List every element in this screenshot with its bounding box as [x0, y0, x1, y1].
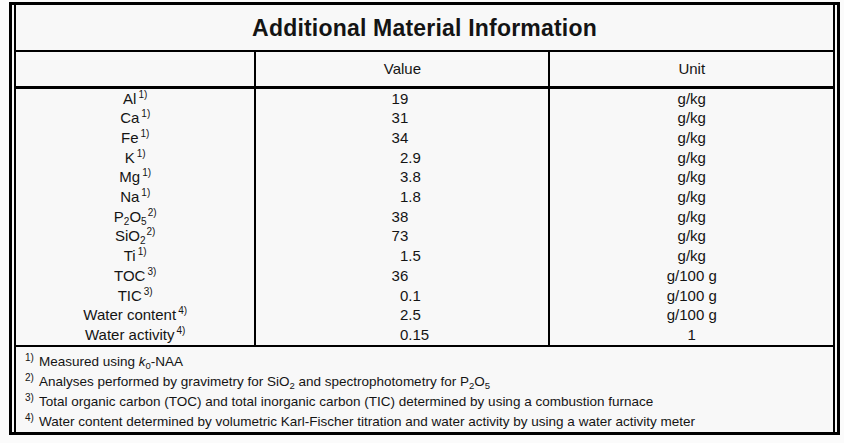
footnote-line: 2)Analyses performed by gravimetry for S…	[25, 372, 823, 392]
footnote-marker: 4)	[176, 325, 185, 336]
value-cell: 36	[255, 266, 549, 286]
table-row: K1)2.9g/kg	[16, 148, 833, 168]
parameter-cell: SiO22)	[16, 226, 255, 246]
footnote-marker: 1)	[137, 148, 146, 159]
parameter-cell: TOC3)	[16, 266, 255, 286]
header-parameter	[16, 52, 255, 87]
footnote-marker: 1)	[141, 187, 150, 198]
parameter-cell: K1)	[16, 148, 255, 168]
parameter-cell: Al1)	[16, 87, 255, 108]
value-cell: 1.5	[255, 246, 549, 266]
footnote-marker: 4)	[25, 412, 34, 423]
parameter-cell: Mg1)	[16, 167, 255, 187]
unit-cell: g/kg	[549, 187, 833, 207]
table-row: Ti1)1.5g/kg	[16, 246, 833, 266]
parameter-cell: Na1)	[16, 187, 255, 207]
footnote-line: 3)Total organic carbon (TOC) and total i…	[25, 392, 823, 412]
value-cell: 31	[255, 108, 549, 128]
value-cell: 0.15	[255, 325, 549, 346]
parameter-cell: Fe1)	[16, 128, 255, 148]
value-cell: 38	[255, 207, 549, 227]
value-cell: 34	[255, 128, 549, 148]
parameter-cell: Ti1)	[16, 246, 255, 266]
header-value: Value	[255, 52, 549, 87]
footnote-marker: 1)	[138, 89, 147, 100]
unit-cell: g/kg	[549, 246, 833, 266]
footnote-marker: 3)	[147, 266, 156, 277]
table-row: Mg1)3.8g/kg	[16, 167, 833, 187]
table-row: SiO22)73g/kg	[16, 226, 833, 246]
header-row: Value Unit	[16, 52, 833, 87]
footnote-marker: 1)	[141, 108, 150, 119]
footnote-marker: 2)	[25, 372, 34, 383]
table-row: Ca1)31g/kg	[16, 108, 833, 128]
unit-cell: g/100 g	[549, 286, 833, 306]
value-cell: 19	[255, 87, 549, 108]
parameter-cell: Water content4)	[16, 305, 255, 325]
value-cell: 0.1	[255, 286, 549, 306]
unit-cell: g/kg	[549, 128, 833, 148]
unit-cell: g/kg	[549, 207, 833, 227]
unit-cell: g/kg	[549, 148, 833, 168]
table-row: Water activity4)0.151	[16, 325, 833, 346]
value-cell: 1.8	[255, 187, 549, 207]
value-cell: 73	[255, 226, 549, 246]
parameter-cell: Water activity4)	[16, 325, 255, 346]
footnote-marker: 4)	[178, 305, 187, 316]
footnote-marker: 2)	[148, 207, 157, 218]
table-frame: Additional Material Information Value Un…	[9, 2, 840, 435]
footnote-marker: 1)	[138, 246, 147, 257]
table-row: Fe1)34g/kg	[16, 128, 833, 148]
footnote-marker: 1)	[142, 167, 151, 178]
unit-cell: g/100 g	[549, 305, 833, 325]
footnotes: 1)Measured using k0-NAA2)Analyses perfor…	[16, 347, 833, 432]
unit-cell: g/kg	[549, 226, 833, 246]
footnote-marker: 3)	[25, 392, 34, 403]
footnote-line: 1)Measured using k0-NAA	[25, 352, 823, 372]
unit-cell: g/kg	[549, 108, 833, 128]
value-cell: 3.8	[255, 167, 549, 187]
document-page: Additional Material Information Value Un…	[0, 0, 844, 443]
footnote-marker: 3)	[144, 286, 153, 297]
table-title: Additional Material Information	[16, 5, 833, 52]
footnote-marker: 1)	[140, 128, 149, 139]
header-unit: Unit	[549, 52, 833, 87]
table-body: Al1)19g/kgCa1)31g/kgFe1)34g/kgK1)2.9g/kg…	[16, 87, 833, 346]
table-frame-inner: Additional Material Information Value Un…	[14, 5, 835, 432]
table-row: Na1)1.8g/kg	[16, 187, 833, 207]
footnote-line: 4)Water content determined by volumetric…	[25, 412, 823, 432]
footnote-marker: 2)	[147, 226, 156, 237]
footnote-marker: 1)	[25, 352, 34, 363]
table-row: TOC3)36g/100 g	[16, 266, 833, 286]
material-info-table: Value Unit Al1)19g/kgCa1)31g/kgFe1)34g/k…	[16, 52, 833, 347]
unit-cell: g/kg	[549, 167, 833, 187]
parameter-cell: Ca1)	[16, 108, 255, 128]
unit-cell: 1	[549, 325, 833, 346]
table-row: Al1)19g/kg	[16, 87, 833, 108]
parameter-cell: P2O52)	[16, 207, 255, 227]
value-cell: 2.5	[255, 305, 549, 325]
unit-cell: g/kg	[549, 87, 833, 108]
unit-cell: g/100 g	[549, 266, 833, 286]
table-row: Water content4)2.5g/100 g	[16, 305, 833, 325]
table-row: P2O52)38g/kg	[16, 207, 833, 227]
value-cell: 2.9	[255, 148, 549, 168]
table-row: TIC3)0.1g/100 g	[16, 286, 833, 306]
parameter-cell: TIC3)	[16, 286, 255, 306]
